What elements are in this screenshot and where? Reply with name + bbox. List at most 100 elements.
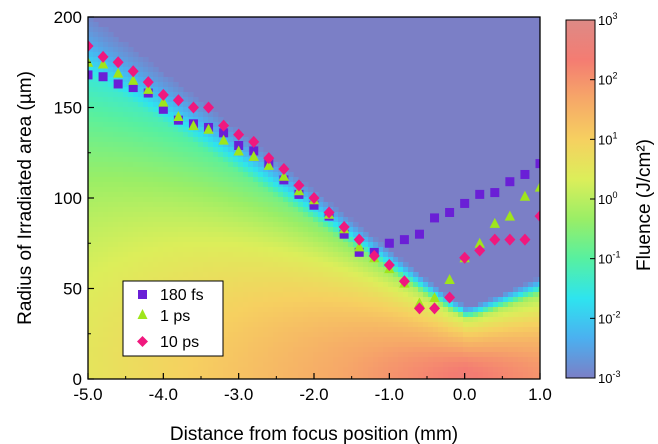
point-triangle — [444, 273, 455, 284]
point-diamond — [323, 206, 335, 219]
y-tick-label: 150 — [54, 99, 82, 118]
series-1ps — [88, 56, 540, 308]
point-diamond — [248, 135, 260, 148]
colorbar-tick-label: 10-3 — [598, 369, 620, 386]
point-triangle — [263, 159, 274, 170]
point-square — [128, 83, 138, 93]
point-diamond — [263, 152, 275, 165]
point-diamond — [519, 233, 531, 246]
point-diamond — [97, 50, 109, 63]
point-diamond — [308, 192, 320, 204]
point-triangle — [128, 74, 139, 85]
y-tick-label: 100 — [54, 189, 82, 208]
point-triangle — [504, 210, 516, 221]
series-10ps — [88, 39, 540, 315]
point-triangle — [534, 181, 540, 192]
point-triangle — [173, 111, 184, 122]
point-triangle — [519, 190, 531, 201]
colorbar-tick-label: 10-2 — [598, 309, 620, 326]
point-square — [354, 247, 364, 257]
point-diamond — [218, 119, 230, 132]
point-triangle — [218, 134, 229, 145]
x-tick-label: -5.0 — [73, 385, 102, 404]
point-square — [339, 229, 349, 239]
point-diamond — [413, 302, 425, 315]
point-square — [158, 104, 168, 114]
y-axis: 0 50 100 150 200 — [54, 8, 94, 389]
point-diamond — [534, 210, 540, 223]
point-square — [460, 198, 470, 208]
point-diamond — [278, 163, 290, 176]
legend-label-10ps: 10 ps — [160, 334, 199, 351]
legend: 180 fs 1 ps 10 ps — [122, 280, 224, 357]
point-triangle — [97, 58, 109, 69]
point-square — [309, 200, 319, 210]
point-diamond — [429, 302, 441, 315]
y-tick-label: 200 — [54, 8, 82, 27]
point-square — [505, 177, 515, 187]
y-tick-label: 0 — [73, 370, 82, 389]
point-square — [399, 235, 409, 245]
x-axis: -5.0 -4.0 -3.0 -2.0 -1.0 0.0 1.0 — [73, 373, 552, 404]
colorbar-title: Fluence (J/cm²) — [634, 139, 655, 271]
point-triangle — [474, 237, 485, 248]
x-tick-label: -2.0 — [299, 385, 328, 404]
x-tick-label: 0.0 — [453, 385, 477, 404]
point-triangle — [143, 83, 154, 94]
point-triangle — [429, 292, 440, 303]
point-square — [219, 128, 229, 138]
point-square — [88, 70, 93, 80]
point-diamond — [203, 101, 215, 114]
point-diamond — [142, 76, 154, 89]
point-diamond — [459, 251, 471, 264]
point-triangle — [248, 150, 259, 161]
point-square — [98, 72, 108, 82]
point-square — [113, 79, 123, 89]
point-diamond — [474, 244, 486, 257]
colorbar-tick-label: 103 — [598, 11, 617, 28]
point-triangle — [112, 67, 124, 78]
legend-item-10ps: 10 ps — [137, 334, 199, 351]
point-triangle — [158, 96, 169, 107]
point-diamond — [383, 258, 395, 271]
point-square — [430, 213, 440, 223]
point-triangle — [278, 170, 290, 181]
point-diamond — [368, 249, 380, 262]
x-tick-label: -1.0 — [375, 385, 404, 404]
legend-item-1ps: 1 ps — [137, 308, 190, 325]
point-diamond — [112, 56, 124, 69]
point-diamond — [157, 88, 169, 101]
point-square — [384, 238, 394, 248]
point-diamond — [489, 233, 501, 246]
x-axis-title: Distance from focus position (mm) — [170, 424, 458, 444]
point-diamond — [127, 65, 139, 78]
point-diamond — [233, 128, 245, 141]
y-tick-label: 50 — [63, 280, 82, 299]
legend-marker-square — [138, 290, 147, 299]
legend-marker-diamond — [137, 336, 148, 347]
point-diamond — [444, 291, 456, 304]
point-diamond — [338, 220, 350, 233]
point-diamond — [353, 233, 365, 246]
point-square — [520, 169, 530, 179]
x-tick-label: 1.0 — [528, 385, 552, 404]
point-diamond — [504, 233, 516, 246]
point-square — [414, 229, 424, 239]
colorbar-tick-label: 100 — [598, 190, 617, 207]
x-tick-label: -4.0 — [149, 385, 178, 404]
point-square — [535, 159, 540, 169]
legend-label-180fs: 180 fs — [160, 287, 204, 304]
legend-item-180fs: 180 fs — [138, 287, 204, 304]
colorbar-tick-label: 102 — [598, 71, 617, 88]
point-square — [490, 188, 500, 198]
point-square — [445, 207, 455, 217]
point-diamond — [293, 179, 305, 192]
point-diamond — [88, 39, 94, 52]
point-triangle — [203, 123, 214, 134]
point-diamond — [398, 275, 410, 288]
point-triangle — [188, 120, 199, 131]
data-markers — [88, 39, 540, 315]
y-axis-title: Radius of Irradiated area (µm) — [15, 71, 36, 325]
colorbar: 103 102 101 100 10-1 10-2 10-3 Fluence (J/cm²) — [565, 11, 655, 386]
